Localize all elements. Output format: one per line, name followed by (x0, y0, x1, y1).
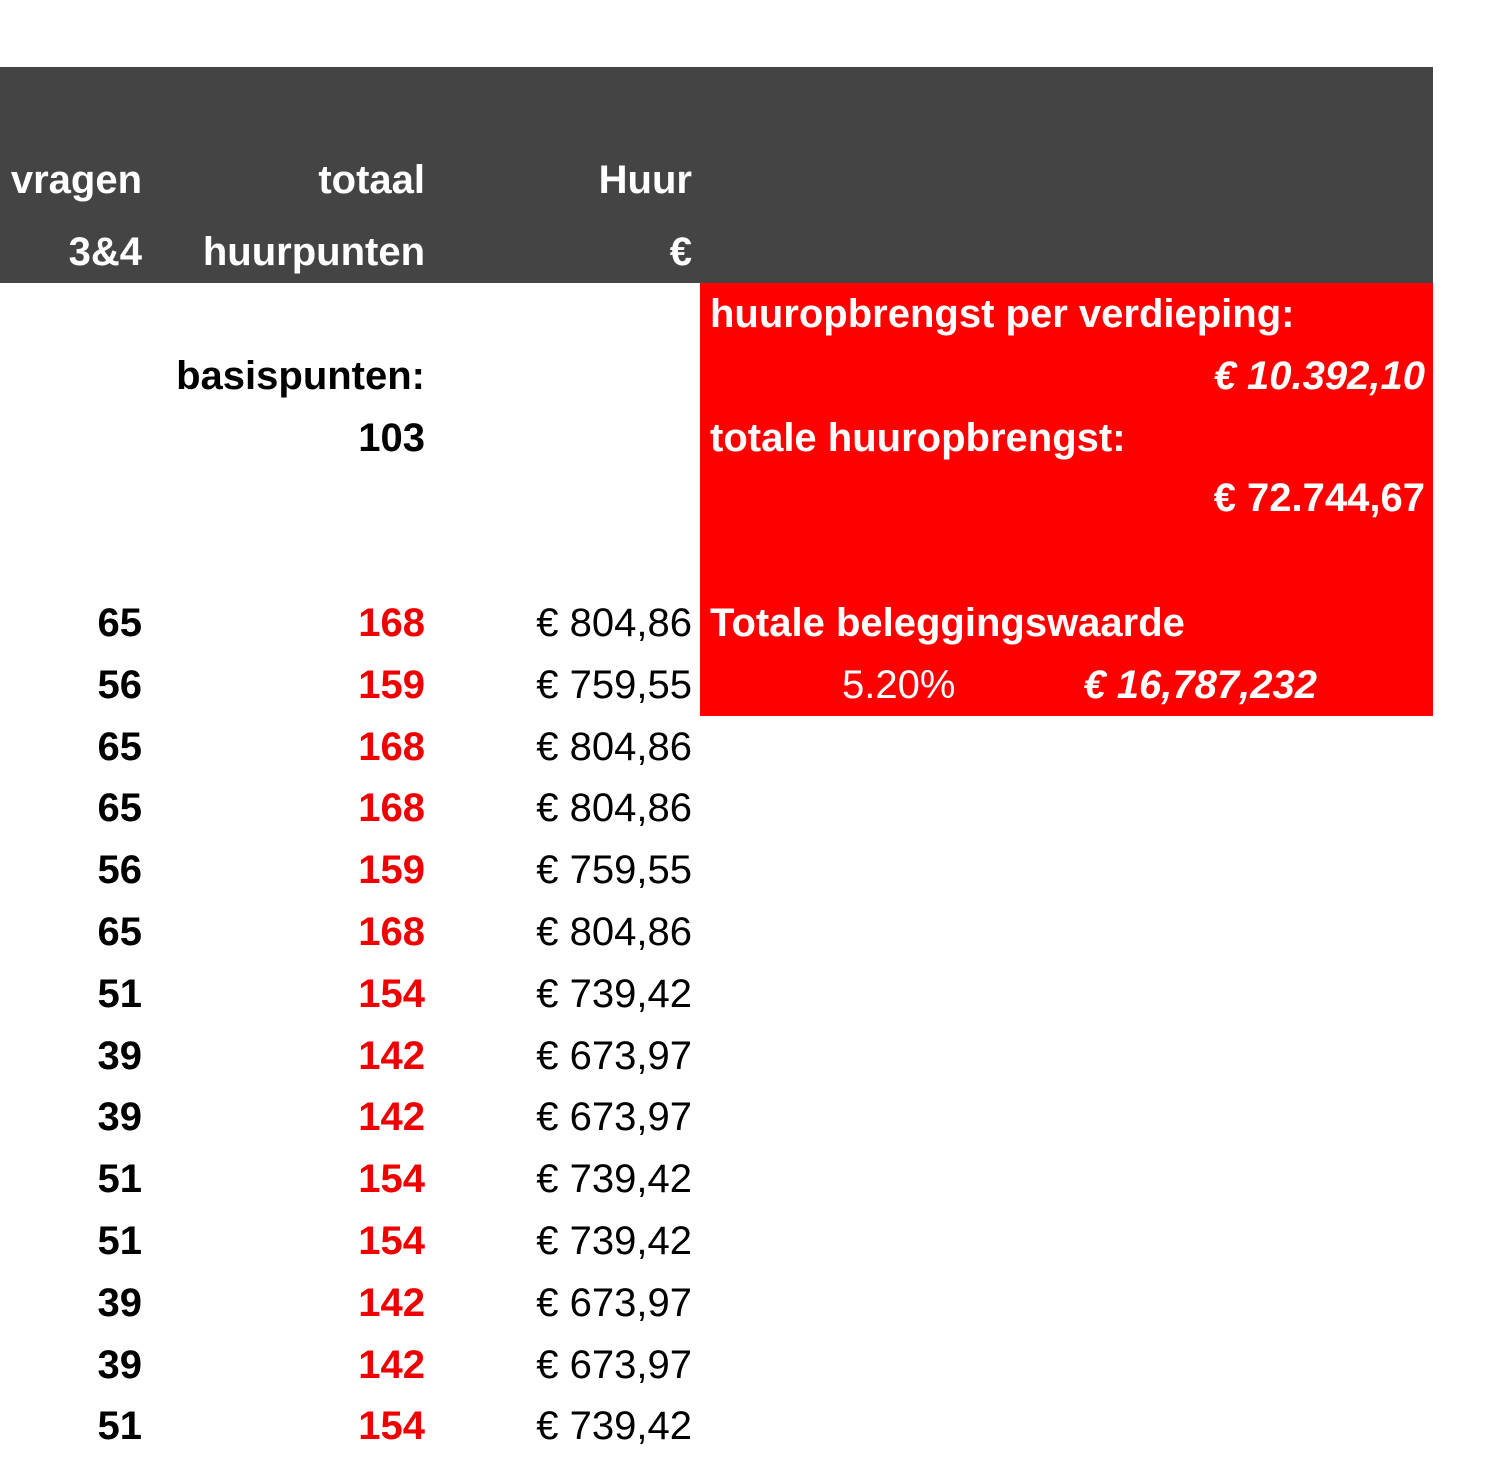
summary-value: € 16,787,232 (1083, 663, 1317, 707)
summary-label: totale huuropbrengst: (710, 416, 1126, 460)
header-cell: huurpunten (202, 230, 425, 274)
table-cell: € 673,97 (536, 1095, 692, 1140)
table-cell: 159 (358, 662, 425, 707)
table-cell: € 673,97 (536, 1280, 692, 1325)
header-cell: 3&4 (68, 230, 142, 274)
header-band (0, 67, 1433, 283)
header-cell: totaal (318, 158, 425, 202)
header-cell: € (669, 230, 692, 274)
table-cell: 56 (97, 662, 143, 707)
table-cell: 51 (97, 1219, 143, 1263)
table-cell: € 739,42 (536, 971, 692, 1016)
table-cell: 154 (358, 1157, 425, 1202)
table-cell: 65 (97, 601, 143, 645)
summary-value: € 10.392,10 (1213, 354, 1425, 398)
table-cell: 154 (358, 971, 425, 1016)
table-cell: 51 (97, 1404, 143, 1449)
header-cell: Huur (598, 158, 692, 202)
table-cell: € 759,55 (536, 662, 692, 707)
summary-label: Totale beleggingswaarde (710, 601, 1185, 645)
table-cell: 39 (97, 1280, 143, 1325)
table-cell: € 804,86 (536, 786, 692, 831)
table-cell: 159 (358, 848, 425, 893)
summary-yield: 5.20% (842, 663, 956, 707)
basis-label: basispunten: (176, 354, 425, 398)
summary-box (700, 283, 1433, 716)
table-cell: 142 (358, 1342, 425, 1387)
header-cell: vragen (10, 158, 142, 202)
table-cell: 142 (358, 1095, 425, 1140)
table-cell: 142 (358, 1280, 425, 1325)
table-cell: € 804,86 (536, 601, 692, 645)
table-cell: € 759,55 (536, 848, 692, 893)
table-cell: 142 (358, 1033, 425, 1078)
table-cell: 39 (97, 1095, 143, 1140)
table-cell: 65 (97, 910, 143, 954)
table-cell: 39 (97, 1342, 143, 1387)
table-cell: € 673,97 (536, 1342, 692, 1387)
table-cell: 154 (358, 1404, 425, 1449)
table-cell: 51 (97, 971, 143, 1016)
table-cell: 56 (97, 848, 143, 893)
table-cell: 65 (97, 786, 143, 831)
table-cell: 65 (97, 724, 143, 769)
table-cell: € 673,97 (536, 1033, 692, 1078)
table-cell: € 739,42 (536, 1157, 692, 1202)
table-cell: 154 (358, 1219, 425, 1263)
table-cell: € 804,86 (536, 724, 692, 769)
basis-value: 103 (358, 416, 425, 460)
table-cell: 168 (358, 786, 425, 831)
summary-label: huuropbrengst per verdieping: (710, 292, 1295, 336)
table-cell: 51 (97, 1157, 143, 1202)
table-cell: 168 (358, 601, 425, 645)
table-cell: 168 (358, 910, 425, 954)
table-cell: € 804,86 (536, 910, 692, 954)
table-cell: € 739,42 (536, 1404, 692, 1449)
table-cell: € 739,42 (536, 1219, 692, 1263)
summary-value: € 72.744,67 (1213, 476, 1425, 520)
table-cell: 168 (358, 724, 425, 769)
table-cell: 39 (97, 1033, 143, 1078)
